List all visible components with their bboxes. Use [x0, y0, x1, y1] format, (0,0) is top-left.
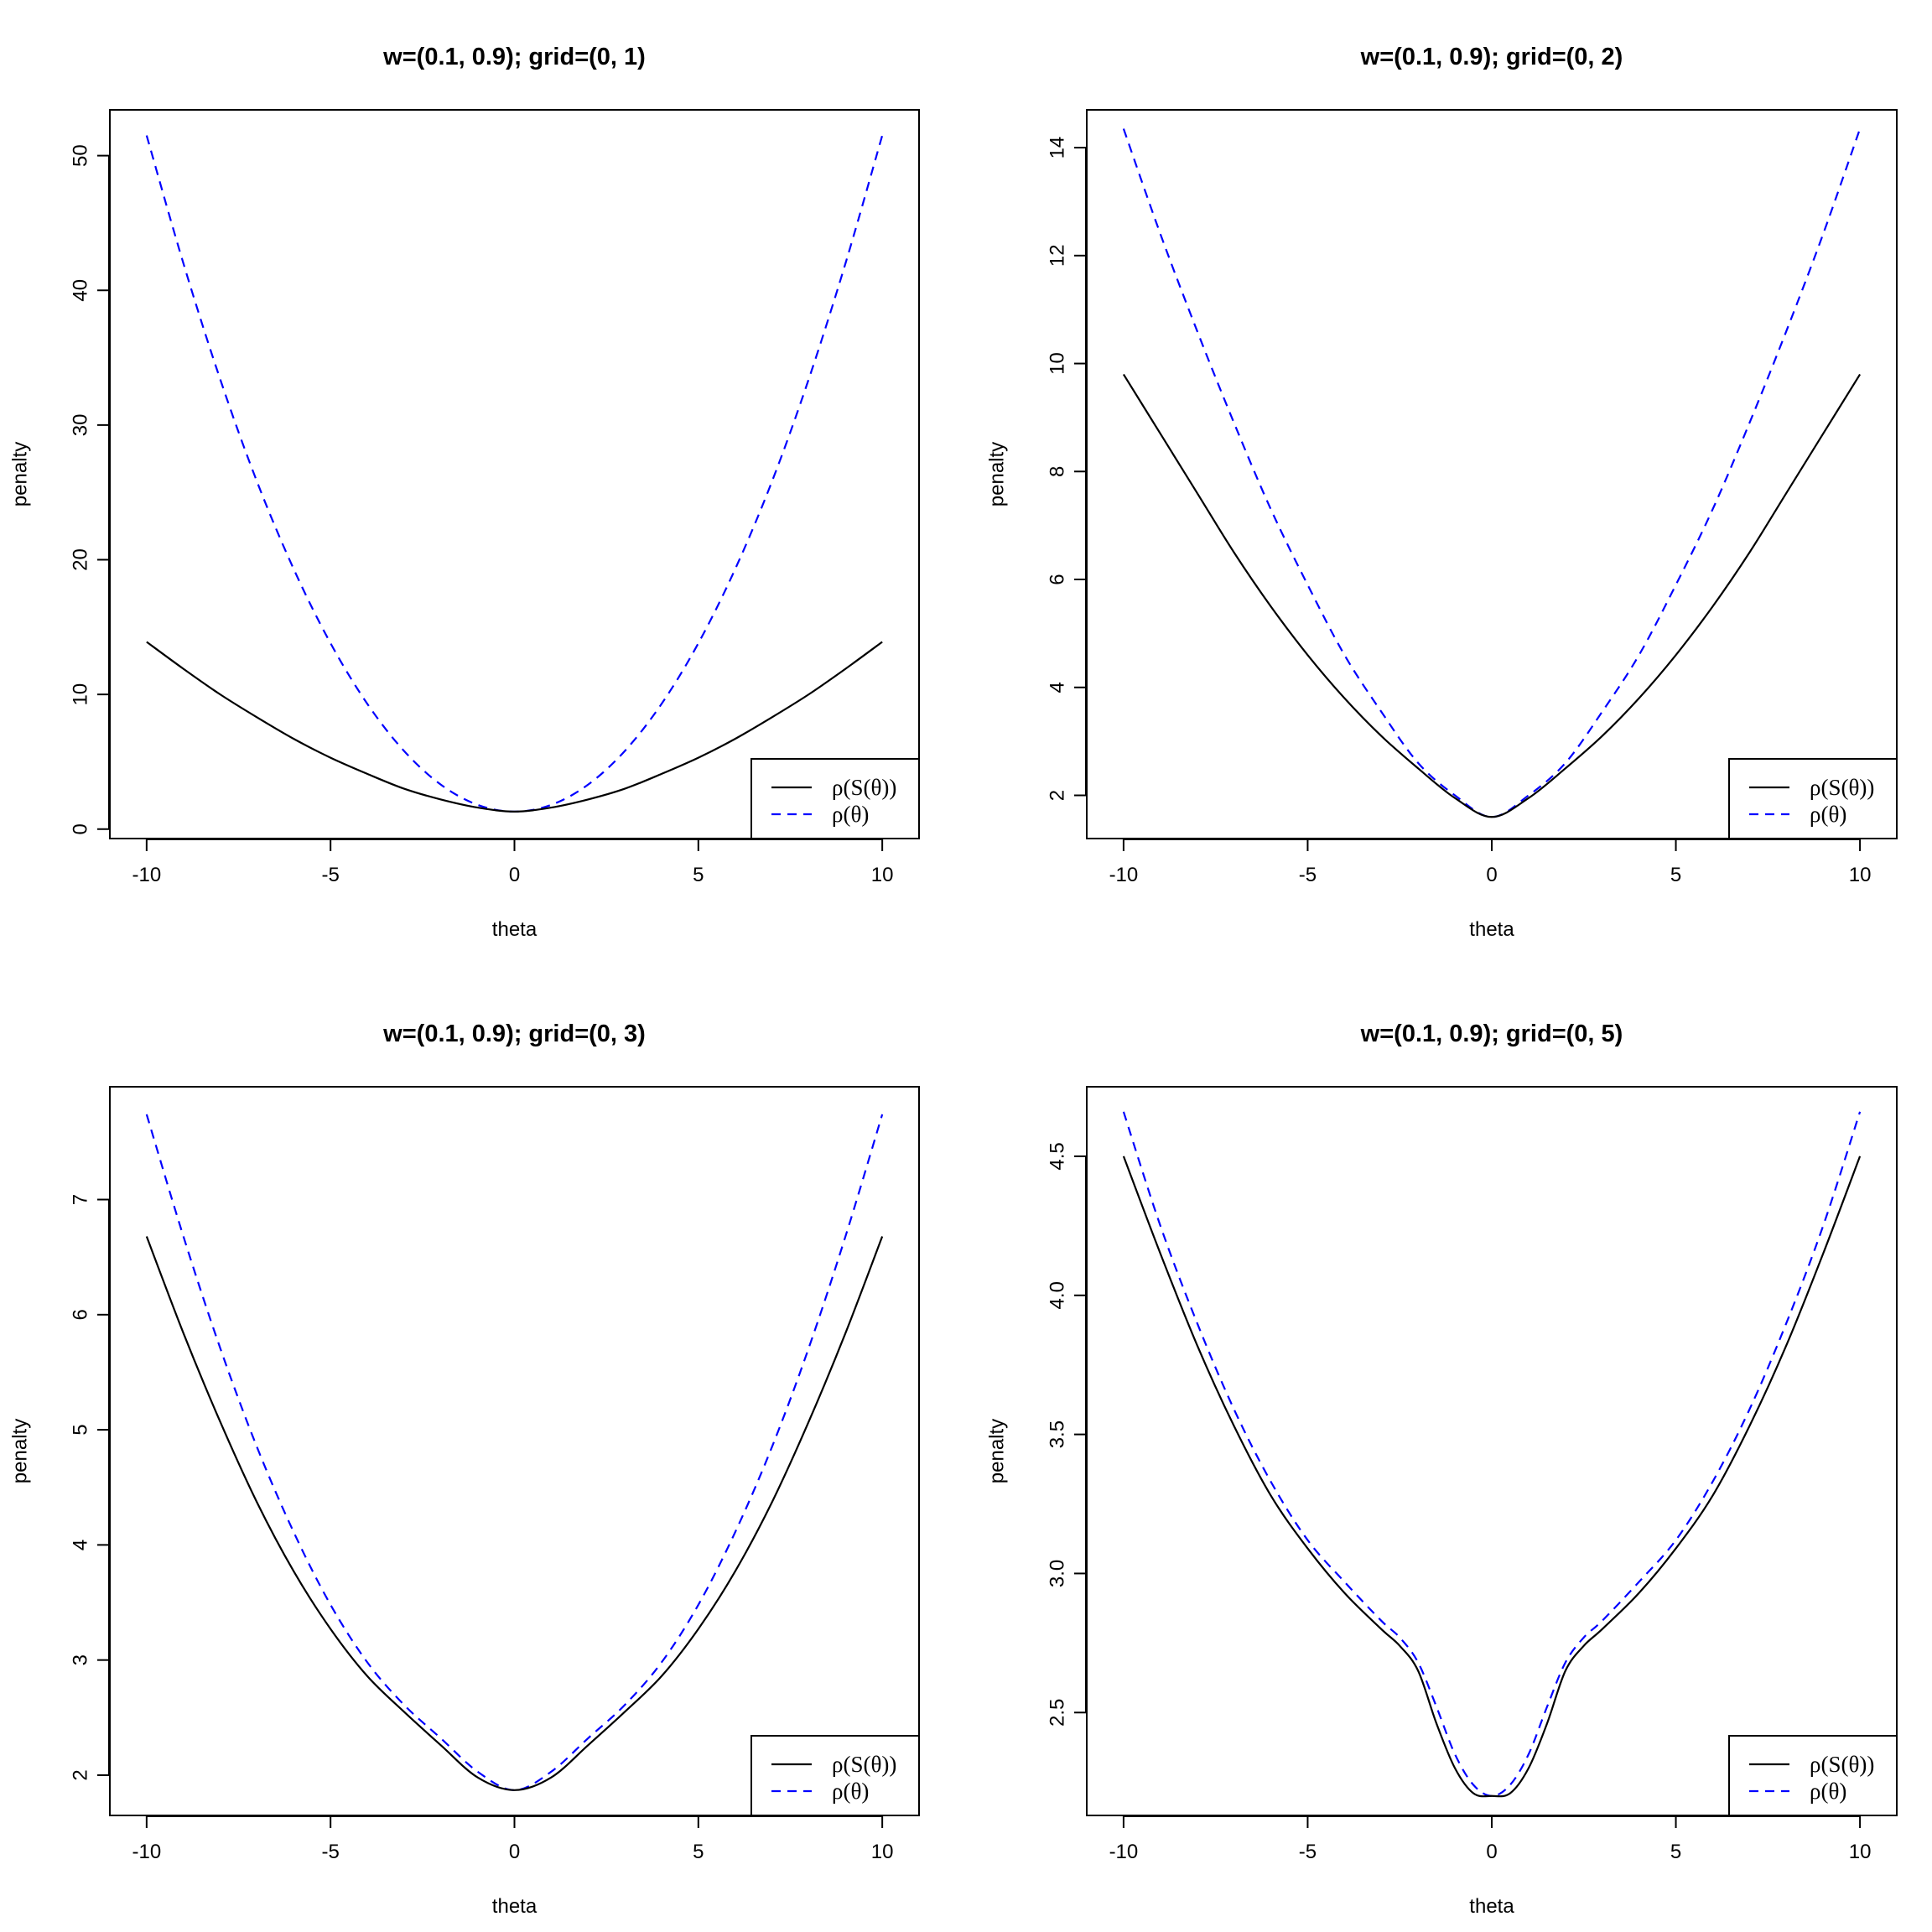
x-tick-label: 0 — [1486, 864, 1497, 886]
series-line-rho-theta — [145, 135, 884, 813]
chart-title: w=(0.1, 0.9); grid=(0, 3) — [382, 1021, 646, 1047]
legend-label: ρ(S(θ)) — [832, 1752, 896, 1777]
y-tick-label: 2 — [70, 1769, 92, 1780]
legend-label: ρ(θ) — [1810, 1779, 1846, 1804]
y-tick-label: 40 — [70, 279, 92, 302]
x-axis-label: theta — [492, 918, 538, 941]
series-line-rho-theta — [1122, 128, 1862, 818]
legend-label: ρ(θ) — [1810, 802, 1846, 827]
y-tick-label: 4.5 — [1046, 1142, 1069, 1170]
y-axis: 2 4 6 8 10 12 14 — [1046, 137, 1087, 801]
x-axis-label: theta — [1469, 918, 1514, 941]
legend: ρ(S(θ))ρ(θ) — [1728, 758, 1898, 839]
plot-frame — [1086, 1086, 1898, 1816]
y-axis-label: penalty — [986, 442, 1009, 506]
legend-box — [750, 1735, 920, 1816]
series-line-rho-theta — [1122, 1111, 1862, 1797]
y-tick-label: 50 — [70, 144, 92, 167]
legend-label: ρ(S(θ)) — [832, 775, 896, 800]
x-tick-label: -10 — [1109, 1841, 1139, 1863]
x-axis: -10 -5 0 5 10 — [132, 1815, 894, 1863]
plot-frame — [109, 1086, 920, 1816]
y-tick-label: 12 — [1046, 244, 1069, 267]
x-tick-label: 0 — [509, 1841, 520, 1863]
y-tick-label: 5 — [70, 1424, 92, 1435]
chart-panel-1: w=(0.1, 0.9); grid=(0, 1) -10 -5 0 5 10 theta 0… — [9, 44, 920, 941]
y-tick-label: 4 — [70, 1540, 92, 1550]
chart-panel-3: w=(0.1, 0.9); grid=(0, 3) -10 -5 0 5 10 theta 2… — [9, 1021, 920, 1918]
x-tick-label: 10 — [871, 1841, 894, 1863]
legend-label: ρ(S(θ)) — [1810, 775, 1874, 800]
series-line-rho-s-theta — [146, 641, 883, 813]
x-tick-label: 0 — [509, 864, 520, 886]
chart-panel-2: w=(0.1, 0.9); grid=(0, 2) -10 -5 0 5 10 theta 2… — [986, 44, 1898, 941]
x-axis: -10 -5 0 5 10 — [132, 839, 894, 886]
x-tick-label: 5 — [693, 1841, 704, 1863]
legend: ρ(S(θ))ρ(θ) — [1728, 1735, 1898, 1816]
legend-label: ρ(θ) — [832, 1779, 869, 1804]
x-tick-label: -5 — [322, 864, 340, 886]
y-axis-label: penalty — [9, 442, 32, 506]
x-tick-label: 5 — [1670, 864, 1681, 886]
y-tick-label: 3 — [70, 1654, 92, 1665]
y-tick-label: 4.0 — [1046, 1281, 1069, 1309]
legend: ρ(S(θ))ρ(θ) — [750, 1735, 920, 1816]
y-tick-label: 6 — [1046, 574, 1069, 584]
legend-box — [1728, 1735, 1898, 1816]
series-line-rho-s-theta — [1122, 373, 1862, 818]
legend-box — [1728, 758, 1898, 839]
x-tick-label: 10 — [871, 864, 894, 886]
x-tick-label: -5 — [1299, 1841, 1317, 1863]
y-tick-label: 4 — [1046, 682, 1069, 693]
x-tick-label: -5 — [322, 1841, 340, 1863]
y-tick-label: 0 — [70, 823, 92, 834]
x-tick-label: 10 — [1849, 864, 1872, 886]
x-tick-label: -10 — [1109, 864, 1139, 886]
y-tick-label: 10 — [1046, 352, 1069, 375]
y-tick-label: 8 — [1046, 466, 1069, 477]
y-axis-label: penalty — [986, 1419, 1009, 1483]
x-tick-label: 5 — [693, 864, 704, 886]
y-tick-label: 7 — [70, 1194, 92, 1205]
y-tick-label: 10 — [70, 683, 92, 706]
legend-label: ρ(θ) — [832, 802, 869, 827]
y-tick-label: 3.0 — [1046, 1560, 1069, 1587]
y-axis: 2 3 4 5 6 7 — [70, 1194, 110, 1781]
y-tick-label: 3.5 — [1046, 1420, 1069, 1448]
y-tick-label: 20 — [70, 548, 92, 571]
x-tick-label: -5 — [1299, 864, 1317, 886]
x-axis: -10 -5 0 5 10 — [1109, 1815, 1872, 1863]
x-tick-label: 5 — [1670, 1841, 1681, 1863]
y-tick-label: 6 — [70, 1309, 92, 1320]
x-axis-label: theta — [1469, 1895, 1514, 1918]
y-tick-label: 14 — [1046, 137, 1069, 159]
y-axis: 0 10 20 30 40 50 — [70, 144, 110, 834]
plot-frame — [109, 109, 920, 839]
x-axis: -10 -5 0 5 10 — [1109, 839, 1872, 886]
legend: ρ(S(θ))ρ(θ) — [750, 758, 920, 839]
x-axis-label: theta — [492, 1895, 538, 1918]
x-tick-label: 10 — [1849, 1841, 1872, 1863]
x-tick-label: -10 — [132, 1841, 162, 1863]
series-line-rho-theta — [145, 1114, 884, 1791]
y-axis-label: penalty — [9, 1419, 32, 1483]
y-tick-label: 2 — [1046, 790, 1069, 801]
series-line-rho-s-theta — [145, 1236, 884, 1791]
x-tick-label: -10 — [132, 864, 162, 886]
chart-panel-4: w=(0.1, 0.9); grid=(0, 5) -10 -5 0 5 10 theta 2… — [986, 1021, 1898, 1918]
y-tick-label: 2.5 — [1046, 1699, 1069, 1727]
chart-title: w=(0.1, 0.9); grid=(0, 1) — [382, 44, 646, 70]
series-line-rho-s-theta — [1122, 1156, 1862, 1798]
chart-title: w=(0.1, 0.9); grid=(0, 5) — [1360, 1021, 1623, 1047]
x-tick-label: 0 — [1486, 1841, 1497, 1863]
y-tick-label: 30 — [70, 414, 92, 437]
y-axis: 2.5 3.0 3.5 4.0 4.5 — [1046, 1142, 1087, 1727]
legend-box — [750, 758, 920, 839]
legend-label: ρ(S(θ)) — [1810, 1752, 1874, 1777]
plot-frame — [1086, 109, 1898, 839]
chart-title: w=(0.1, 0.9); grid=(0, 2) — [1360, 44, 1623, 70]
